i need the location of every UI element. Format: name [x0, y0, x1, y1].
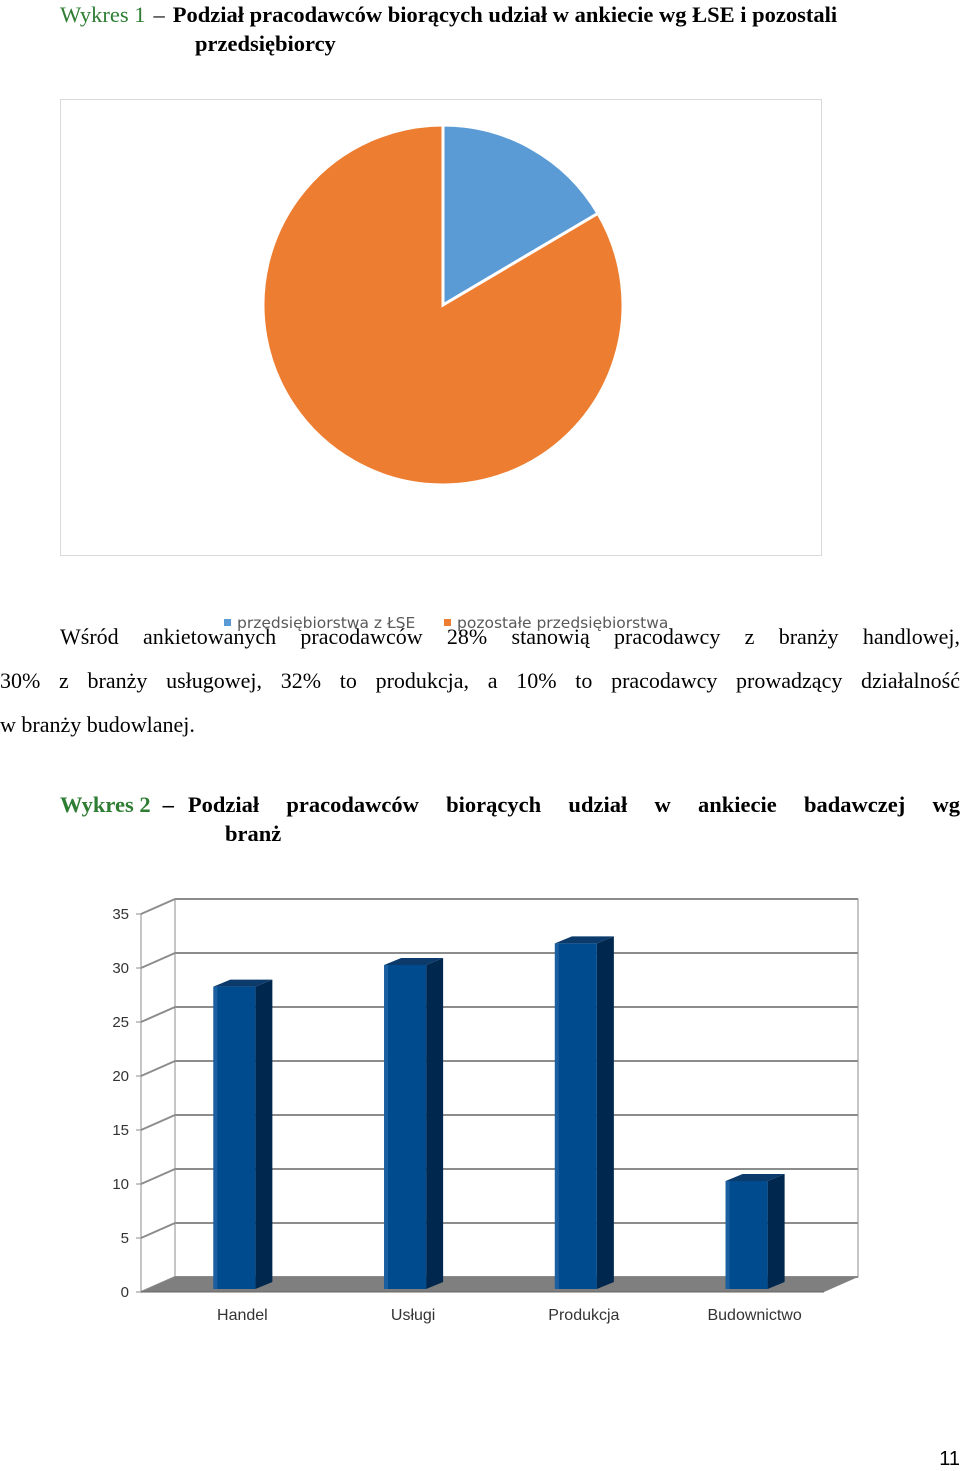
gridline-side	[140, 1168, 176, 1185]
bar-usługi	[384, 958, 444, 1289]
y-tick-label: 35	[112, 906, 129, 923]
gridline-side	[140, 1006, 176, 1023]
gridline-side	[140, 1114, 176, 1131]
pie-slice-0	[441, 123, 600, 308]
pie-chart: przedsiębiorstwa z ŁSE pozostałe przedsi…	[60, 99, 822, 632]
gridline-side	[140, 952, 176, 969]
pie-chart-canvas	[261, 123, 625, 487]
y-tick-label: 30	[112, 960, 129, 977]
chart2-label: Wykres 2	[60, 792, 151, 817]
x-tick-label: Budownictwo	[707, 1307, 801, 1324]
pie-slice-1	[261, 123, 625, 487]
paragraph-line-2: 30% z branży usługowej, 32% to produkcja…	[0, 668, 960, 693]
x-tick-label: Usługi	[391, 1307, 435, 1324]
bar-chart: 0 5 10 15 20 25 30 35 Handel Usługi Produkcja Budow…	[112, 898, 859, 1324]
gridline-side	[140, 898, 176, 915]
chart1-caption-line1: Wykres 1– Podział pracodawców biorących u…	[60, 0, 960, 29]
y-tick-label: 10	[112, 1176, 129, 1193]
gridline-side	[140, 1060, 176, 1077]
page-number: 11	[939, 1448, 960, 1470]
y-tick-label: 15	[112, 1122, 129, 1139]
chart1-title: Podział pracodawców biorących udział w a…	[172, 2, 838, 27]
chart1-label: Wykres 1	[60, 2, 146, 27]
caption-dash: –	[153, 2, 165, 27]
paragraph-line-1: Wśród ankietowanych pracodawców 28% stan…	[60, 624, 960, 649]
chart1-caption: Wykres 1– Podział pracodawców biorących u…	[60, 0, 960, 58]
bar-produkcja	[554, 936, 614, 1289]
chart-side-wall	[140, 898, 176, 1293]
y-tick-label: 20	[112, 1068, 129, 1085]
chart1-title-line2: przedsiębiorcy	[195, 31, 336, 56]
chart2-caption: Wykres 2– Podział pracodawców biorących u…	[60, 790, 960, 848]
caption-dash: –	[162, 792, 174, 817]
legend-swatch-other	[444, 619, 451, 626]
legend-item-other: pozostałe przedsiębiorstwa	[444, 614, 668, 632]
chart-floor	[141, 1277, 858, 1292]
bar-budownictwo	[725, 1174, 785, 1289]
chart2-title: Podział pracodawców biorących udział w a…	[187, 792, 960, 817]
legend-swatch-lse	[224, 619, 231, 626]
y-tick-label: 25	[112, 1014, 129, 1031]
y-tick-label: 0	[121, 1284, 129, 1301]
x-tick-label: Produkcja	[548, 1307, 619, 1324]
body-paragraph: Wśród ankietowanych pracodawców 28% stan…	[0, 615, 960, 747]
chart2-title-line2: branż	[225, 821, 282, 846]
legend-item-lse: przedsiębiorstwa z ŁSE	[224, 614, 415, 632]
gridline-side	[140, 1222, 176, 1239]
bar-handel	[213, 979, 273, 1289]
paragraph-line-3: w branży budowlanej.	[0, 712, 195, 737]
y-tick-label: 5	[121, 1230, 129, 1247]
legend-label-other: pozostałe przedsiębiorstwa	[457, 614, 669, 632]
legend-label-lse: przedsiębiorstwa z ŁSE	[237, 614, 416, 632]
x-tick-label: Handel	[217, 1307, 268, 1324]
